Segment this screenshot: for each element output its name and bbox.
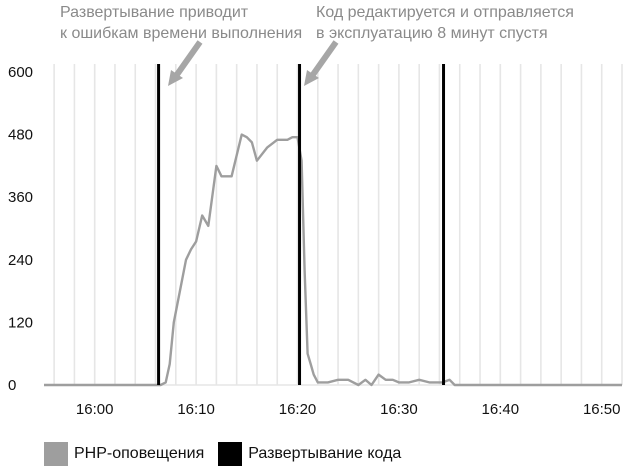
- annotation-2-arrowhead: [304, 70, 319, 86]
- annotation-1-line-1: Развертывание приводит: [60, 4, 249, 21]
- annotation-1-line-2: к ошибкам времени выполнения: [60, 25, 302, 42]
- annotation-1-arrowhead: [168, 70, 183, 86]
- x-tick-label: 16:50: [583, 401, 621, 418]
- x-axis: 16:00 16:10 16:20 16:30 16:40 16:50: [76, 401, 621, 418]
- annotation-2-line-2: в эксплуатацию 8 минут спустя: [316, 25, 548, 42]
- chart-series: [44, 133, 622, 387]
- y-tick-label: 120: [8, 314, 33, 331]
- deploy-markers: [157, 64, 446, 385]
- annotation-2-arrow: [309, 40, 339, 78]
- annotation-2: Код редактируется и отправляется в экспл…: [304, 4, 574, 86]
- annotation-1-arrow: [173, 40, 203, 78]
- legend-swatch-deploy: [218, 442, 243, 466]
- legend-item-deploy: Развертывание кода: [218, 442, 401, 466]
- legend-item-php: PHP-оповещения: [44, 442, 204, 466]
- x-tick-label: 16:40: [482, 401, 520, 418]
- annotation-1: Развертывание приводит к ошибкам времени…: [60, 4, 302, 86]
- y-tick-label: 240: [8, 252, 33, 269]
- y-tick-label: 0: [8, 377, 16, 394]
- annotation-2-line-1: Код редактируется и отправляется: [316, 4, 574, 21]
- legend-swatch-php: [44, 442, 68, 466]
- y-tick-label: 480: [8, 127, 33, 144]
- legend-label-deploy: Развертывание кода: [248, 445, 402, 462]
- legend-label-php: PHP-оповещения: [74, 445, 205, 462]
- x-tick-label: 16:10: [177, 401, 215, 418]
- y-axis: 0 120 240 360 480 600: [8, 64, 33, 394]
- series-line-php-alerts: [44, 133, 622, 387]
- legend: PHP-оповещения Развертывание кода: [44, 442, 415, 466]
- x-tick-label: 16:20: [279, 401, 317, 418]
- y-tick-label: 360: [8, 189, 33, 206]
- chart-grid: [44, 64, 623, 386]
- y-tick-label: 600: [8, 64, 33, 81]
- x-tick-label: 16:00: [76, 401, 114, 418]
- x-tick-label: 16:30: [380, 401, 418, 418]
